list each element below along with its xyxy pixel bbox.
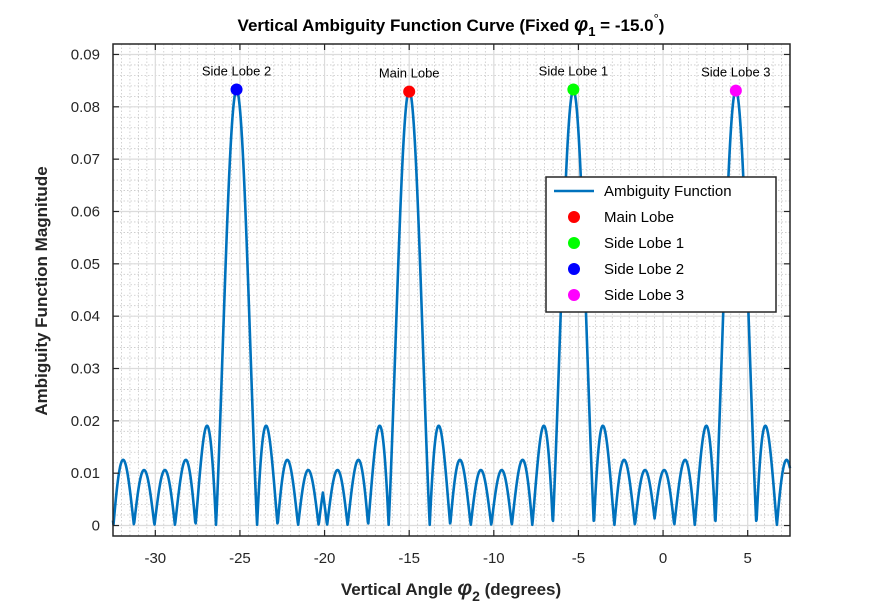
y-tick-label: 0.01	[71, 465, 100, 482]
lobe-markers	[230, 83, 742, 98]
x-tick-label: -5	[572, 550, 585, 567]
legend-label-side-lobe-3: Side Lobe 3	[604, 287, 684, 304]
side-lobe-3-label: Side Lobe 3	[701, 65, 770, 80]
y-axis-title: Ambiguity Function Magnitude	[32, 166, 51, 415]
legend-swatch-main-lobe	[568, 211, 580, 223]
legend-swatch-side-lobe-3	[568, 289, 580, 301]
main-lobe-marker	[403, 85, 416, 98]
y-tick-label: 0.03	[71, 361, 100, 378]
chart-title: Vertical Ambiguity Function Curve (Fixed…	[238, 11, 665, 39]
xlabel-symbol: φ	[457, 577, 472, 600]
side-lobe-2-label: Side Lobe 2	[202, 64, 271, 79]
side-lobe-2-marker	[230, 83, 243, 96]
title-tail: = -15.0	[595, 16, 653, 35]
plot-frame	[112, 43, 791, 537]
legend-label-ambiguity-function: Ambiguity Function	[604, 183, 732, 200]
legend-label-main-lobe: Main Lobe	[604, 209, 674, 226]
axis-ticks	[113, 44, 790, 536]
y-tick-label: 0.05	[71, 256, 100, 273]
y-tick-label: 0	[92, 518, 100, 535]
title-degree: °	[654, 11, 659, 26]
y-tick-label: 0.04	[71, 308, 100, 325]
y-tick-label: 0.09	[71, 46, 100, 63]
x-tick-label: -10	[483, 550, 505, 567]
x-tick-label: -30	[144, 550, 166, 567]
side-lobe-1-label: Side Lobe 1	[539, 64, 608, 79]
y-tick-label: 0.07	[71, 151, 100, 168]
lobe-annotations: Main Lobe Side Lobe 1 Side Lobe 2 Side Lobe…	[202, 64, 771, 81]
side-lobe-3-marker	[729, 84, 742, 97]
x-tick-label: -15	[398, 550, 420, 567]
title-subscript: 1	[588, 24, 595, 39]
legend-swatch-side-lobe-2	[568, 263, 580, 275]
tick-labels: -30 -25 -20 -15 -10 -5 0 5 0 0.01 0.02 0.03 0.04 0.05…	[71, 46, 752, 567]
x-tick-label: 5	[744, 550, 752, 567]
y-tick-label: 0.06	[71, 203, 100, 220]
title-close: )	[659, 16, 665, 35]
legend-label-side-lobe-1: Side Lobe 1	[604, 235, 684, 252]
xlabel-tail: (degrees)	[480, 580, 561, 599]
main-lobe-label: Main Lobe	[379, 66, 440, 81]
x-axis-title: Vertical Angle φ2 (degrees)	[341, 577, 561, 604]
y-tick-label: 0.02	[71, 413, 100, 430]
title-symbol: φ	[574, 14, 588, 36]
legend: Ambiguity Function Main Lobe Side Lobe 1 Si…	[545, 176, 777, 313]
ambiguity-function-line	[111, 88, 792, 527]
legend-swatch-side-lobe-1	[568, 237, 580, 249]
side-lobe-1-marker	[567, 83, 580, 96]
x-tick-label: -20	[314, 550, 336, 567]
xlabel-subscript: 2	[472, 588, 480, 604]
legend-box	[545, 176, 777, 313]
xlabel-main: Vertical Angle	[341, 580, 458, 599]
x-tick-label: -25	[229, 550, 251, 567]
title-main: Vertical Ambiguity Function Curve (Fixed	[238, 16, 575, 35]
legend-label-side-lobe-2: Side Lobe 2	[604, 261, 684, 278]
y-tick-label: 0.08	[71, 99, 100, 116]
x-tick-label: 0	[659, 550, 667, 567]
